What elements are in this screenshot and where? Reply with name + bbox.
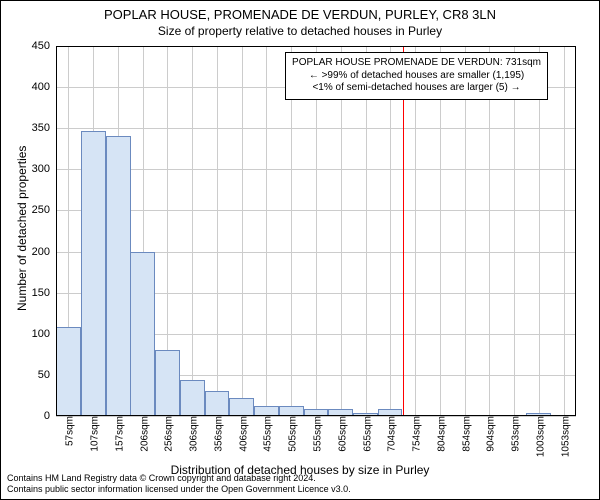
x-tick-label: 555sqm: [309, 416, 324, 452]
y-tick-label: 0: [44, 410, 56, 422]
x-tick-label: 704sqm: [383, 416, 398, 452]
bars-group: [56, 46, 576, 416]
y-tick-label: 200: [32, 246, 56, 258]
bar: [130, 252, 155, 416]
y-tick-label: 50: [38, 369, 56, 381]
x-tick-label: 455sqm: [259, 416, 274, 452]
footer-line-1: Contains HM Land Registry data © Crown c…: [7, 473, 351, 484]
bar: [106, 136, 131, 416]
bar: [254, 406, 279, 416]
marker-line: [403, 46, 404, 416]
info-line-2: ← >99% of detached houses are smaller (1…: [292, 70, 541, 83]
footer: Contains HM Land Registry data © Crown c…: [7, 473, 351, 495]
info-box: POPLAR HOUSE PROMENADE DE VERDUN: 731sqm…: [285, 52, 548, 100]
x-tick-label: 1003sqm: [531, 416, 546, 457]
x-tick-label: 206sqm: [135, 416, 150, 452]
bar: [81, 131, 106, 416]
x-tick-label: 406sqm: [234, 416, 249, 452]
info-line-3: <1% of semi-detached houses are larger (…: [292, 82, 541, 95]
y-tick-label: 150: [32, 287, 56, 299]
chart-container: POPLAR HOUSE, PROMENADE DE VERDUN, PURLE…: [0, 0, 600, 500]
y-tick-label: 100: [32, 328, 56, 340]
x-tick-label: 157sqm: [111, 416, 126, 452]
y-tick-label: 300: [32, 163, 56, 175]
x-tick-label: 953sqm: [506, 416, 521, 452]
bar: [155, 350, 180, 416]
bar: [229, 398, 254, 416]
bar: [56, 327, 81, 416]
x-tick-label: 804sqm: [432, 416, 447, 452]
x-tick-label: 605sqm: [333, 416, 348, 452]
y-tick-label: 400: [32, 81, 56, 93]
plot-area: 050100150200250300350400450 57sqm107sqm1…: [56, 46, 576, 416]
chart-title: POPLAR HOUSE, PROMENADE DE VERDUN, PURLE…: [1, 1, 599, 22]
y-axis-label: Number of detached properties: [15, 146, 29, 311]
y-tick-label: 450: [32, 40, 56, 52]
bar: [205, 391, 230, 416]
info-line-1: POPLAR HOUSE PROMENADE DE VERDUN: 731sqm: [292, 57, 541, 70]
y-tick-label: 250: [32, 204, 56, 216]
x-tick-label: 306sqm: [185, 416, 200, 452]
bar: [180, 380, 205, 416]
bar: [279, 406, 304, 416]
x-tick-label: 655sqm: [358, 416, 373, 452]
x-tick-label: 256sqm: [160, 416, 175, 452]
y-tick-label: 350: [32, 122, 56, 134]
x-tick-label: 1053sqm: [556, 416, 571, 457]
chart-subtitle: Size of property relative to detached ho…: [1, 22, 599, 38]
x-tick-label: 904sqm: [482, 416, 497, 452]
x-tick-label: 854sqm: [457, 416, 472, 452]
x-tick-label: 754sqm: [407, 416, 422, 452]
x-tick-label: 57sqm: [61, 416, 76, 446]
footer-line-2: Contains public sector information licen…: [7, 484, 351, 495]
x-tick-label: 356sqm: [210, 416, 225, 452]
x-tick-label: 505sqm: [284, 416, 299, 452]
x-tick-label: 107sqm: [86, 416, 101, 452]
